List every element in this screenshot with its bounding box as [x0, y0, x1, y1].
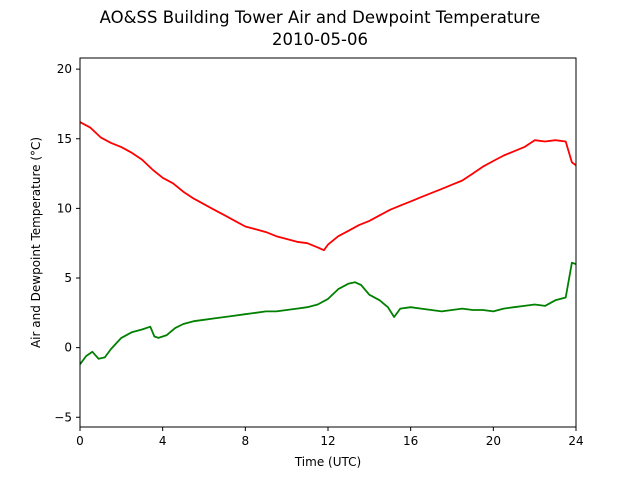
x-tick-label: 16: [403, 434, 418, 448]
x-tick-label: 0: [76, 434, 84, 448]
y-tick-label: 0: [64, 341, 72, 355]
y-axis-label: Air and Dewpoint Temperature (°C): [29, 137, 43, 348]
x-tick-label: 8: [242, 434, 250, 448]
x-tick-label: 4: [159, 434, 167, 448]
chart-subtitle: 2010-05-06: [272, 30, 368, 49]
plot-lines: [79, 121, 577, 365]
y-ticks: −5 0 5 10 15 20: [54, 62, 80, 424]
y-tick-label: 10: [57, 201, 72, 215]
series-line-2: [79, 261, 577, 365]
y-tick-label: −5: [54, 410, 72, 424]
x-ticks: 0 4 8 12 16 20 24: [76, 427, 584, 448]
axes-frame: [79, 57, 577, 428]
chart-title: AO&SS Building Tower Air and Dewpoint Te…: [99, 8, 541, 27]
x-tick-label: 24: [568, 434, 583, 448]
x-tick-label: 12: [320, 434, 335, 448]
y-tick-label: 15: [57, 132, 72, 146]
series-line-1: [79, 121, 577, 252]
y-tick-label: 20: [57, 62, 72, 76]
x-tick-label: 20: [486, 434, 501, 448]
x-axis-label: Time (UTC): [294, 455, 361, 469]
y-tick-label: 5: [64, 271, 72, 285]
